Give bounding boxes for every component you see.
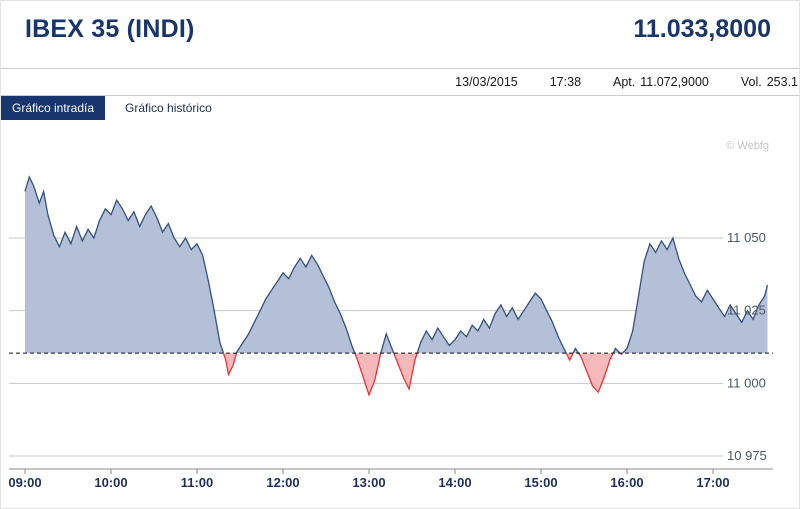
instrument-title: IBEX 35 (INDI) — [25, 15, 195, 43]
svg-text:11 025: 11 025 — [727, 303, 766, 318]
header-divider — [1, 68, 799, 69]
svg-text:15:00: 15:00 — [524, 475, 557, 490]
svg-text:16:00: 16:00 — [610, 475, 643, 490]
svg-text:13:00: 13:00 — [352, 475, 385, 490]
tab-bar: Gráfico intradía Gráfico histórico — [1, 96, 223, 120]
volume-value: 253.1 — [766, 75, 798, 89]
svg-text:09:00: 09:00 — [8, 475, 41, 490]
intraday-chart: 11 050 11 025 11 000 10 975 09:00 10:00 11:00 1… — [1, 126, 799, 504]
svg-text:11:00: 11:00 — [181, 475, 214, 490]
volume: Vol. 253.1 — [741, 75, 798, 89]
svg-text:14:00: 14:00 — [438, 475, 471, 490]
tab-historical-chart[interactable]: Gráfico histórico — [114, 96, 223, 120]
volume-label: Vol. — [740, 75, 762, 89]
svg-text:11 050: 11 050 — [727, 230, 766, 245]
infobar-divider — [1, 95, 799, 96]
quote-time: 17:38 — [549, 75, 582, 89]
svg-text:11 000: 11 000 — [727, 375, 766, 390]
open-label: Apt. — [613, 75, 636, 89]
open-value: 11.072,9000 — [640, 75, 709, 89]
quote-date: 13/03/2015 — [455, 75, 518, 89]
svg-text:10:00: 10:00 — [94, 475, 127, 490]
watermark: © Webfg — [726, 140, 769, 152]
svg-text:10 975: 10 975 — [727, 448, 767, 463]
tab-intraday-chart[interactable]: Gráfico intradía — [1, 96, 106, 120]
last-price: 11.033,8000 — [633, 15, 771, 43]
svg-text:12:00: 12:00 — [266, 475, 299, 490]
price-area-chart: 11 050 11 025 11 000 10 975 09:00 10:00 11:00 1… — [8, 175, 773, 490]
info-bar: 13/03/2015 17:38 Apt. 11.072,9000 Vol. 2… — [1, 75, 798, 89]
svg-text:17:00: 17:00 — [696, 475, 729, 490]
open-price: Apt. 11.072,9000 — [613, 75, 709, 89]
